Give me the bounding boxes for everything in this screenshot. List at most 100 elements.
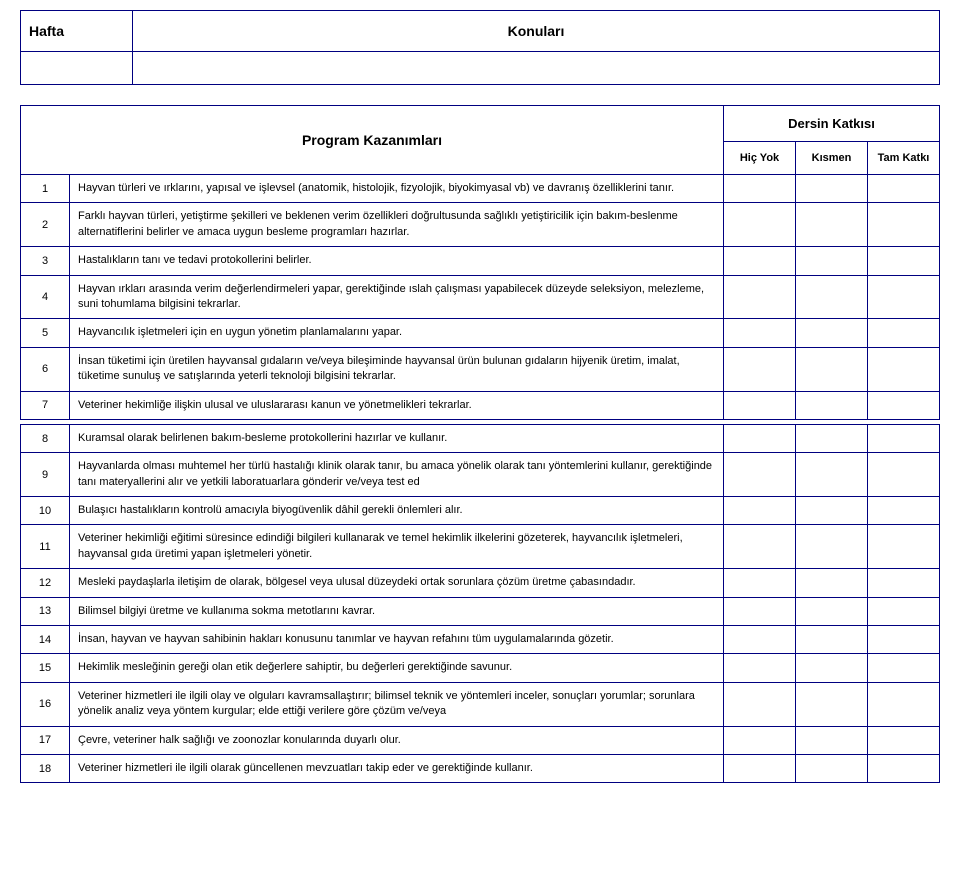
row-text: Mesleki paydaşlarla iletişim de olarak, …	[70, 569, 724, 597]
row-text: İnsan, hayvan ve hayvan sahibinin haklar…	[70, 626, 724, 654]
contribution-cell[interactable]	[868, 203, 940, 247]
contribution-cell[interactable]	[724, 754, 796, 782]
contribution-cell[interactable]	[796, 597, 868, 625]
contribution-cell[interactable]	[796, 347, 868, 391]
contribution-cell[interactable]	[796, 391, 868, 419]
contribution-cell[interactable]	[868, 347, 940, 391]
contribution-cell[interactable]	[796, 569, 868, 597]
row-number: 12	[21, 569, 70, 597]
col-full: Tam Katkı	[868, 142, 940, 175]
row-number: 10	[21, 497, 70, 525]
contribution-cell[interactable]	[868, 754, 940, 782]
contribution-cell[interactable]	[868, 275, 940, 319]
row-number: 6	[21, 347, 70, 391]
contribution-cell[interactable]	[796, 203, 868, 247]
contribution-cell[interactable]	[796, 497, 868, 525]
contribution-cell[interactable]	[796, 247, 868, 275]
contribution-cell[interactable]	[796, 654, 868, 682]
contribution-cell[interactable]	[724, 275, 796, 319]
contribution-cell[interactable]	[724, 203, 796, 247]
contribution-cell[interactable]	[868, 597, 940, 625]
contribution-cell[interactable]	[724, 569, 796, 597]
row-number: 4	[21, 275, 70, 319]
contribution-cell[interactable]	[868, 654, 940, 682]
row-text: Hayvan türleri ve ırklarını, yapısal ve …	[70, 175, 724, 203]
contribution-cell[interactable]	[868, 525, 940, 569]
contribution-cell[interactable]	[724, 626, 796, 654]
row-text: Hayvanlarda olması muhtemel her türlü ha…	[70, 453, 724, 497]
table-row: 13Bilimsel bilgiyi üretme ve kullanıma s…	[21, 597, 940, 625]
contribution-cell[interactable]	[796, 626, 868, 654]
contribution-cell[interactable]	[796, 726, 868, 754]
contribution-cell[interactable]	[796, 175, 868, 203]
table-row: 8Kuramsal olarak belirlenen bakım-beslem…	[21, 424, 940, 452]
table-row: 2Farklı hayvan türleri, yetiştirme şekil…	[21, 203, 940, 247]
contribution-cell[interactable]	[724, 453, 796, 497]
row-text: Hastalıkların tanı ve tedavi protokoller…	[70, 247, 724, 275]
row-text: Veteriner hizmetleri ile ilgili olay ve …	[70, 682, 724, 726]
contribution-cell[interactable]	[724, 654, 796, 682]
contribution-cell[interactable]	[796, 754, 868, 782]
contribution-cell[interactable]	[796, 525, 868, 569]
row-text: Veteriner hekimliği eğitimi süresince ed…	[70, 525, 724, 569]
table-row: 18Veteriner hizmetleri ile ilgili olarak…	[21, 754, 940, 782]
contribution-cell[interactable]	[868, 726, 940, 754]
table-row: 3Hastalıkların tanı ve tedavi protokolle…	[21, 247, 940, 275]
row-text: Bulaşıcı hastalıkların kontrolü amacıyla…	[70, 497, 724, 525]
contribution-cell[interactable]	[724, 497, 796, 525]
contribution-cell[interactable]	[796, 453, 868, 497]
table-row: 12Mesleki paydaşlarla iletişim de olarak…	[21, 569, 940, 597]
contribution-cell[interactable]	[796, 424, 868, 452]
table-row: 7Veteriner hekimliğe ilişkin ulusal ve u…	[21, 391, 940, 419]
contribution-cell[interactable]	[868, 247, 940, 275]
row-number: 2	[21, 203, 70, 247]
program-outcomes-header: Program Kazanımları	[21, 106, 724, 175]
header-left: Hafta	[21, 11, 133, 52]
row-number: 3	[21, 247, 70, 275]
contribution-cell[interactable]	[868, 391, 940, 419]
contribution-cell[interactable]	[796, 319, 868, 347]
table-row: 16Veteriner hizmetleri ile ilgili olay v…	[21, 682, 940, 726]
row-text: Hekimlik mesleğinin gereği olan etik değ…	[70, 654, 724, 682]
row-text: İnsan tüketimi için üretilen hayvansal g…	[70, 347, 724, 391]
contribution-cell[interactable]	[724, 247, 796, 275]
contribution-cell[interactable]	[724, 175, 796, 203]
contribution-header: Dersin Katkısı	[724, 106, 940, 142]
row-text: Çevre, veteriner halk sağlığı ve zoonozl…	[70, 726, 724, 754]
row-text: Hayvancılık işletmeleri için en uygun yö…	[70, 319, 724, 347]
contribution-cell[interactable]	[868, 319, 940, 347]
contribution-cell[interactable]	[724, 525, 796, 569]
contribution-cell[interactable]	[868, 175, 940, 203]
contribution-cell[interactable]	[796, 682, 868, 726]
contribution-cell[interactable]	[868, 497, 940, 525]
row-number: 13	[21, 597, 70, 625]
contribution-cell[interactable]	[724, 597, 796, 625]
contribution-cell[interactable]	[868, 682, 940, 726]
contribution-cell[interactable]	[724, 391, 796, 419]
row-text: Veteriner hizmetleri ile ilgili olarak g…	[70, 754, 724, 782]
contribution-cell[interactable]	[868, 424, 940, 452]
header-table: Hafta Konuları	[20, 10, 940, 85]
row-number: 15	[21, 654, 70, 682]
table-row: 14İnsan, hayvan ve hayvan sahibinin hakl…	[21, 626, 940, 654]
contribution-cell[interactable]	[868, 453, 940, 497]
row-number: 1	[21, 175, 70, 203]
table-row: 4Hayvan ırkları arasında verim değerlend…	[21, 275, 940, 319]
row-text: Bilimsel bilgiyi üretme ve kullanıma sok…	[70, 597, 724, 625]
row-text: Hayvan ırkları arasında verim değerlendi…	[70, 275, 724, 319]
contribution-cell[interactable]	[868, 569, 940, 597]
contribution-cell[interactable]	[796, 275, 868, 319]
table-row: 15Hekimlik mesleğinin gereği olan etik d…	[21, 654, 940, 682]
row-number: 8	[21, 424, 70, 452]
contribution-cell[interactable]	[868, 626, 940, 654]
contribution-cell[interactable]	[724, 726, 796, 754]
row-number: 16	[21, 682, 70, 726]
table-row: 1Hayvan türleri ve ırklarını, yapısal ve…	[21, 175, 940, 203]
contribution-cell[interactable]	[724, 682, 796, 726]
contribution-cell[interactable]	[724, 424, 796, 452]
contribution-cell[interactable]	[724, 319, 796, 347]
header-right: Konuları	[133, 11, 940, 52]
header-empty-right	[133, 52, 940, 85]
table-row: 10Bulaşıcı hastalıkların kontrolü amacıy…	[21, 497, 940, 525]
contribution-cell[interactable]	[724, 347, 796, 391]
